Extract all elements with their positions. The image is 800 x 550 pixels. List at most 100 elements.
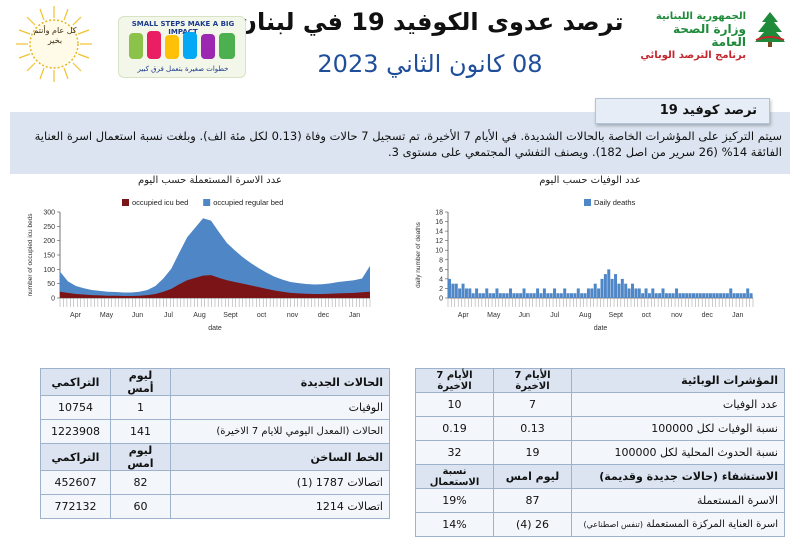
- legend-swatch: [122, 199, 129, 206]
- seal-text: كل عام وأنتم بخير: [33, 26, 77, 45]
- cell-value: 19: [493, 440, 572, 465]
- cell-value: 452607: [40, 470, 111, 495]
- col-cumulative: التراكمي: [40, 443, 111, 471]
- bar: [583, 293, 587, 298]
- report-date: 08 كانون الثاني 2023: [317, 50, 543, 78]
- bar: [658, 293, 662, 298]
- y-axis-label: daily number of deaths: [415, 221, 422, 288]
- y-tick-label: 100: [43, 267, 55, 274]
- cell-label: نسبة الحدوث المحلية لكل 100000: [571, 440, 785, 465]
- bar: [715, 293, 719, 298]
- bar: [529, 293, 533, 298]
- bar: [712, 293, 716, 298]
- bar: [461, 283, 465, 298]
- y-tick-label: 16: [435, 219, 443, 226]
- banner-top-text: SMALL STEPS MAKE A BIG IMPACT: [131, 20, 235, 36]
- bar: [746, 288, 750, 298]
- col-hotline: الخط الساخن: [170, 443, 390, 471]
- bar: [570, 293, 573, 298]
- cell-value: 7: [493, 392, 572, 417]
- cell-value: 14%: [415, 512, 494, 537]
- bar: [597, 288, 601, 298]
- y-tick-label: 0: [439, 296, 443, 303]
- cell-label: اتصالات 1214: [170, 494, 390, 519]
- y-tick-label: 4: [439, 276, 443, 283]
- bar: [549, 293, 553, 298]
- bar: [580, 293, 584, 298]
- bar: [454, 283, 458, 298]
- cell-label: الحالات (المعدل اليومي للايام 7 الاخيرة): [170, 419, 390, 444]
- x-tick-label: Sept: [223, 312, 237, 319]
- bar: [590, 288, 594, 298]
- bar: [495, 288, 499, 298]
- bar: [464, 288, 468, 298]
- x-tick-label: Jan: [732, 312, 743, 319]
- table-row: 10754 1 الوفيات: [40, 395, 390, 420]
- bar: [512, 293, 516, 298]
- bar: [559, 293, 563, 298]
- y-tick-label: 250: [43, 224, 55, 231]
- ministry-program: برنامج الترصد الوبائي: [640, 50, 746, 61]
- bar: [719, 293, 723, 298]
- x-tick-label: nov: [287, 312, 299, 319]
- bar: [603, 274, 607, 298]
- cell-label: اتصالات 1787 (1): [170, 470, 390, 495]
- table-row: 19% 87 الاسرة المستعملة: [415, 488, 785, 513]
- bar: [685, 293, 689, 298]
- bar: [522, 288, 526, 298]
- bar: [553, 288, 557, 298]
- bar: [468, 288, 472, 298]
- bar: [475, 288, 479, 298]
- col-yesterday: ليوم امس: [493, 464, 572, 489]
- cell-value: 141: [110, 419, 171, 444]
- col-yesterday: ليوم امس: [110, 443, 171, 471]
- bar: [668, 293, 672, 298]
- bar: [725, 293, 729, 298]
- bar: [519, 293, 523, 298]
- bar: [617, 283, 621, 298]
- bar: [576, 288, 580, 298]
- col-prev7: الأيام 7 الاخيرة: [415, 368, 494, 393]
- cell-value: 10: [415, 392, 494, 417]
- bar: [654, 293, 658, 298]
- cell-label: الوفيات: [170, 395, 390, 420]
- cell-label: نسبة الوفيات لكل 100000: [571, 416, 785, 441]
- bar: [485, 288, 489, 298]
- campaign-banner: SMALL STEPS MAKE A BIG IMPACT خطوات صغير…: [118, 16, 246, 78]
- cell-value: 1223908: [40, 419, 111, 444]
- summary-line-1: سيتم التركيز على المؤشرات الخاصة بالحالا…: [34, 129, 782, 143]
- bar: [539, 293, 543, 298]
- x-tick-label: Sept: [609, 312, 623, 319]
- y-tick-label: 150: [43, 253, 55, 260]
- table-cases: التراكمي ليوم أمس الحالات الجديدة 10754 …: [40, 368, 390, 519]
- bar: [492, 293, 496, 298]
- bar: [641, 293, 645, 298]
- x-tick-label: Jun: [519, 312, 530, 319]
- x-tick-label: Apr: [70, 312, 82, 319]
- col-hospitalization: الاستشفاء (حالات جديدة وقديمة): [571, 464, 785, 489]
- bar: [481, 293, 485, 298]
- bar: [647, 293, 651, 298]
- y-tick-label: 8: [439, 257, 443, 264]
- cell-label: عدد الوفيات: [571, 392, 785, 417]
- series-area-icu: [60, 275, 370, 298]
- summary-line-2: الفائقة 14% (26 سرير من اصل 182). ويصنف …: [387, 145, 782, 159]
- bar: [451, 283, 455, 298]
- bar: [614, 274, 618, 298]
- x-tick-label: oct: [642, 312, 651, 319]
- y-tick-label: 2: [439, 286, 443, 293]
- table-header-row: الأيام 7 الاخيرة الأيام 7 الاخيرة المؤشر…: [415, 368, 785, 393]
- ministry-logo: الجمهورية اللبنانية وزارة الصحة العامة ب…: [640, 10, 790, 62]
- bar: [627, 288, 631, 298]
- bar: [563, 288, 567, 298]
- y-tick-label: 14: [435, 229, 443, 236]
- col-yesterday: ليوم أمس: [110, 368, 171, 396]
- bar: [525, 293, 529, 298]
- y-tick-label: 200: [43, 238, 55, 245]
- chart-deaths-title: عدد الوفيات حسب اليوم: [539, 175, 641, 186]
- bar: [502, 293, 506, 298]
- bar: [607, 269, 611, 298]
- cell-label-main: اسرة العناية المركزة المستعملة: [646, 519, 778, 530]
- bar: [600, 278, 604, 298]
- bar: [458, 288, 462, 298]
